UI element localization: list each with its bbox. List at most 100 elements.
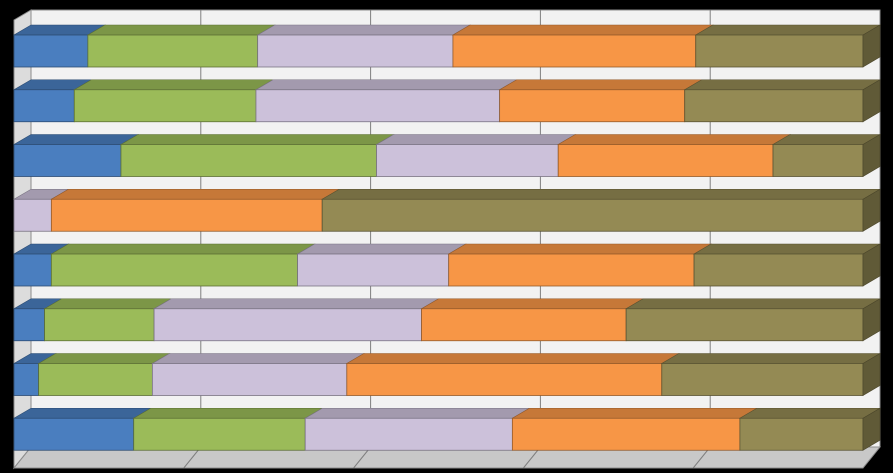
plot-side-wall bbox=[13, 9, 32, 470]
bar-segment-front bbox=[13, 198, 52, 232]
bar-segment-front bbox=[346, 363, 663, 396]
bar-segment bbox=[151, 353, 365, 396]
bar-segment-front bbox=[87, 34, 259, 68]
bar-segment bbox=[694, 24, 882, 68]
bar-segment-top bbox=[86, 24, 276, 36]
bar-segment-top bbox=[304, 407, 531, 419]
bar-segment bbox=[12, 79, 93, 123]
bar-segment-side bbox=[862, 133, 881, 178]
bar-segment-front bbox=[772, 144, 864, 177]
bar-segment bbox=[119, 134, 395, 177]
bar-segment bbox=[12, 134, 140, 177]
bar-segment-side bbox=[862, 352, 881, 397]
bar-segment bbox=[345, 353, 680, 396]
bar-segment-top bbox=[321, 188, 882, 200]
bar-segment-front bbox=[73, 89, 257, 123]
bar-segment-front bbox=[13, 89, 75, 123]
bar-segment bbox=[50, 243, 316, 287]
bar-segment-front bbox=[557, 144, 774, 177]
bar-segment-front bbox=[120, 144, 377, 177]
bar-segment-top bbox=[12, 407, 152, 419]
bar-segment bbox=[447, 243, 713, 287]
bar-segment bbox=[86, 24, 276, 68]
bar-segment-front bbox=[297, 253, 450, 287]
bar-segment-top bbox=[151, 353, 365, 364]
bar-segment-side bbox=[862, 298, 881, 342]
bar-segment-top bbox=[256, 24, 472, 36]
bar-segment bbox=[625, 298, 882, 342]
bar-segment-top bbox=[420, 298, 645, 310]
bar-segment-front bbox=[151, 363, 348, 396]
bar-segment-top bbox=[132, 407, 324, 419]
bar-segment-top bbox=[447, 243, 713, 255]
bar-segment-front bbox=[421, 308, 627, 342]
bar-segment-front bbox=[695, 34, 864, 68]
bar-segment-top bbox=[12, 134, 140, 145]
bar-segment-front bbox=[38, 363, 153, 396]
bar-segment-top bbox=[73, 79, 275, 91]
bar-segment-front bbox=[13, 253, 52, 287]
bar-segment-side bbox=[862, 79, 881, 123]
bar-segment bbox=[12, 188, 70, 232]
bar-segment-front bbox=[50, 198, 323, 232]
plot-walls bbox=[12, 9, 882, 470]
bar-segment-top bbox=[683, 79, 882, 91]
bar-segment-front bbox=[13, 34, 89, 68]
bar-segment-side bbox=[862, 407, 881, 451]
bar-segment-front bbox=[50, 253, 298, 287]
bar-segment bbox=[660, 352, 882, 397]
bar-segment bbox=[50, 188, 341, 232]
bar-segment bbox=[12, 243, 70, 287]
bar-segment bbox=[37, 353, 171, 396]
bar-segment-front bbox=[255, 89, 501, 123]
bar-segment bbox=[683, 79, 882, 123]
bar-segment-front bbox=[499, 89, 686, 123]
bar-segment bbox=[12, 353, 57, 396]
bar-segment bbox=[12, 24, 106, 68]
bar-segment bbox=[296, 243, 467, 287]
bar-segment-front bbox=[321, 198, 864, 232]
bar-segment-top bbox=[451, 24, 714, 36]
bar-segment-front bbox=[739, 417, 864, 451]
bar-segment-top bbox=[345, 353, 680, 364]
bar-segment-side bbox=[862, 243, 881, 287]
bar-segment-top bbox=[37, 353, 171, 364]
bar-segment-front bbox=[693, 253, 864, 287]
bar-segment-side bbox=[862, 188, 881, 232]
bar-segment-top bbox=[557, 134, 792, 145]
bar-segment bbox=[43, 298, 173, 342]
bar-segment-top bbox=[660, 353, 882, 364]
bar-segment bbox=[152, 298, 440, 342]
bar-segment-top bbox=[694, 24, 882, 36]
bar-segment-front bbox=[257, 34, 454, 68]
bar-segment-front bbox=[13, 417, 135, 451]
bar-segment bbox=[375, 134, 577, 177]
bar-segment-top bbox=[511, 407, 758, 419]
bar-segment bbox=[73, 79, 275, 123]
bar-segment-front bbox=[376, 144, 559, 177]
bar-segment-front bbox=[511, 417, 741, 451]
bar-segment-front bbox=[13, 363, 40, 396]
bar-segment bbox=[420, 298, 645, 342]
bar-segment-side bbox=[862, 24, 881, 68]
bar-segment bbox=[254, 79, 518, 123]
bar-segment-front bbox=[153, 308, 422, 342]
bar-segment bbox=[771, 133, 882, 178]
bar-segment-top bbox=[296, 243, 467, 255]
bar-segment-front bbox=[452, 34, 697, 68]
bar-segment-front bbox=[661, 363, 864, 396]
bar-segment-front bbox=[133, 417, 306, 451]
bar-segment-top bbox=[692, 243, 882, 255]
bar-segment-front bbox=[304, 417, 513, 451]
bar-segment-top bbox=[119, 134, 395, 145]
bar-segment bbox=[498, 79, 703, 123]
bar-segment bbox=[304, 407, 531, 451]
bar-segment-top bbox=[152, 298, 440, 310]
bar-segment-front bbox=[13, 308, 45, 342]
bar-segment-top bbox=[375, 134, 577, 145]
bar-segment-top bbox=[738, 407, 882, 419]
bar-segment bbox=[692, 243, 882, 287]
bar-segment-top bbox=[50, 188, 341, 200]
bar-segment bbox=[12, 407, 152, 451]
